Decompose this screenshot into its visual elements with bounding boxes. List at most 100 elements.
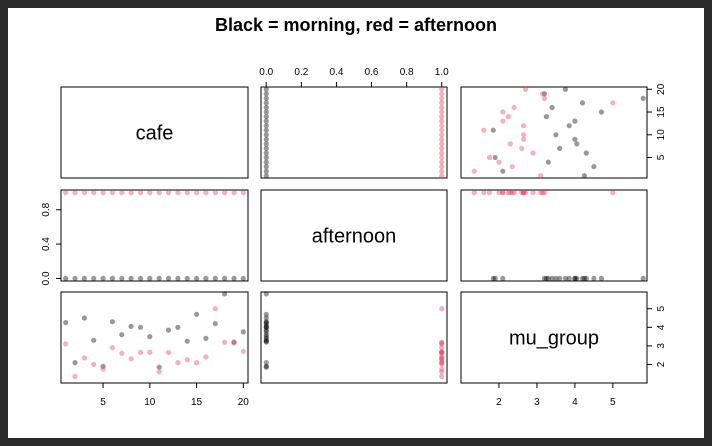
point-afternoon (486, 154, 493, 161)
point-afternoon (100, 190, 106, 196)
point-morning (194, 275, 200, 281)
point-morning (119, 275, 125, 281)
point-morning (128, 275, 134, 281)
point-afternoon (175, 360, 181, 366)
point-afternoon (486, 190, 493, 196)
point-morning (263, 324, 269, 330)
point-afternoon (507, 141, 513, 147)
point-afternoon (471, 190, 477, 196)
tick-label-bottom-mu_group: 3 (534, 397, 540, 408)
point-morning (240, 329, 246, 335)
point-afternoon (538, 173, 544, 179)
point-morning (492, 154, 498, 161)
point-afternoon (511, 104, 517, 111)
point-afternoon (231, 190, 237, 196)
point-morning (549, 275, 555, 281)
point-afternoon (496, 190, 502, 196)
point-afternoon (81, 355, 87, 361)
point-morning (579, 100, 586, 106)
point-afternoon (100, 366, 106, 372)
panel-cafe-mu_group (460, 86, 648, 179)
point-afternoon (509, 190, 515, 196)
point-afternoon (439, 100, 445, 106)
point-afternoon (471, 168, 477, 174)
point-afternoon (240, 190, 246, 196)
point-afternoon (505, 114, 511, 120)
point-morning (231, 275, 237, 281)
point-afternoon (439, 306, 445, 312)
point-afternoon (439, 341, 445, 347)
point-afternoon (439, 360, 445, 366)
point-afternoon (439, 361, 445, 367)
point-morning (557, 275, 563, 281)
panel-afternoon-mu_group (460, 189, 648, 282)
point-morning (81, 315, 87, 321)
point-afternoon (439, 355, 445, 361)
point-morning (263, 329, 269, 335)
point-morning (81, 275, 87, 281)
point-afternoon (147, 190, 153, 196)
point-afternoon (522, 190, 529, 196)
point-morning (263, 315, 269, 321)
point-morning (541, 91, 548, 97)
point-morning (263, 104, 269, 111)
point-afternoon (156, 190, 162, 196)
point-morning (566, 123, 572, 129)
panel-cafe-cafe (60, 86, 249, 179)
point-afternoon (119, 350, 125, 356)
point-afternoon (128, 190, 134, 196)
point-morning (263, 145, 269, 151)
point-afternoon (541, 95, 548, 101)
point-morning (263, 168, 269, 174)
point-afternoon (439, 350, 445, 356)
point-afternoon (507, 190, 513, 196)
point-afternoon (439, 366, 445, 372)
point-afternoon (203, 354, 209, 360)
point-afternoon (81, 190, 87, 196)
point-morning (545, 275, 551, 281)
point-morning (263, 311, 269, 317)
point-morning (490, 275, 496, 281)
point-afternoon (184, 357, 190, 363)
point-morning (212, 275, 218, 281)
tick-label-top-afternoon: 0.0 (259, 67, 273, 78)
point-morning (263, 173, 269, 179)
point-afternoon (439, 104, 445, 111)
point-afternoon (128, 356, 134, 362)
point-afternoon (439, 349, 445, 355)
point-afternoon (439, 127, 445, 133)
tick-label-right-mu_group: 3 (656, 343, 667, 349)
point-morning (72, 360, 78, 366)
point-morning (574, 275, 580, 281)
point-morning (263, 136, 269, 142)
point-morning (492, 275, 498, 281)
point-morning (184, 275, 190, 281)
tick-label-bottom-cafe: 10 (144, 397, 156, 408)
point-afternoon (156, 369, 162, 375)
point-afternoon (439, 349, 445, 355)
tick-label-right-cafe: 5 (656, 154, 667, 160)
point-morning (63, 275, 69, 281)
point-morning (263, 154, 269, 161)
point-afternoon (439, 168, 445, 174)
point-afternoon (203, 190, 209, 196)
point-morning (263, 337, 269, 343)
point-afternoon (538, 190, 544, 196)
point-afternoon (439, 369, 445, 375)
point-morning (212, 321, 218, 327)
point-morning (263, 339, 269, 345)
point-morning (263, 360, 269, 366)
point-morning (598, 275, 605, 281)
point-afternoon (500, 190, 506, 196)
point-afternoon (72, 190, 78, 196)
point-morning (579, 275, 586, 281)
point-afternoon (505, 190, 511, 196)
point-afternoon (439, 95, 445, 101)
point-afternoon (212, 306, 218, 312)
point-afternoon (521, 136, 527, 142)
tick-label-right-cafe: 15 (656, 106, 667, 118)
point-morning (553, 132, 559, 138)
point-morning (147, 334, 153, 340)
tick-label-bottom-mu_group: 4 (572, 397, 578, 408)
point-morning (231, 339, 237, 345)
